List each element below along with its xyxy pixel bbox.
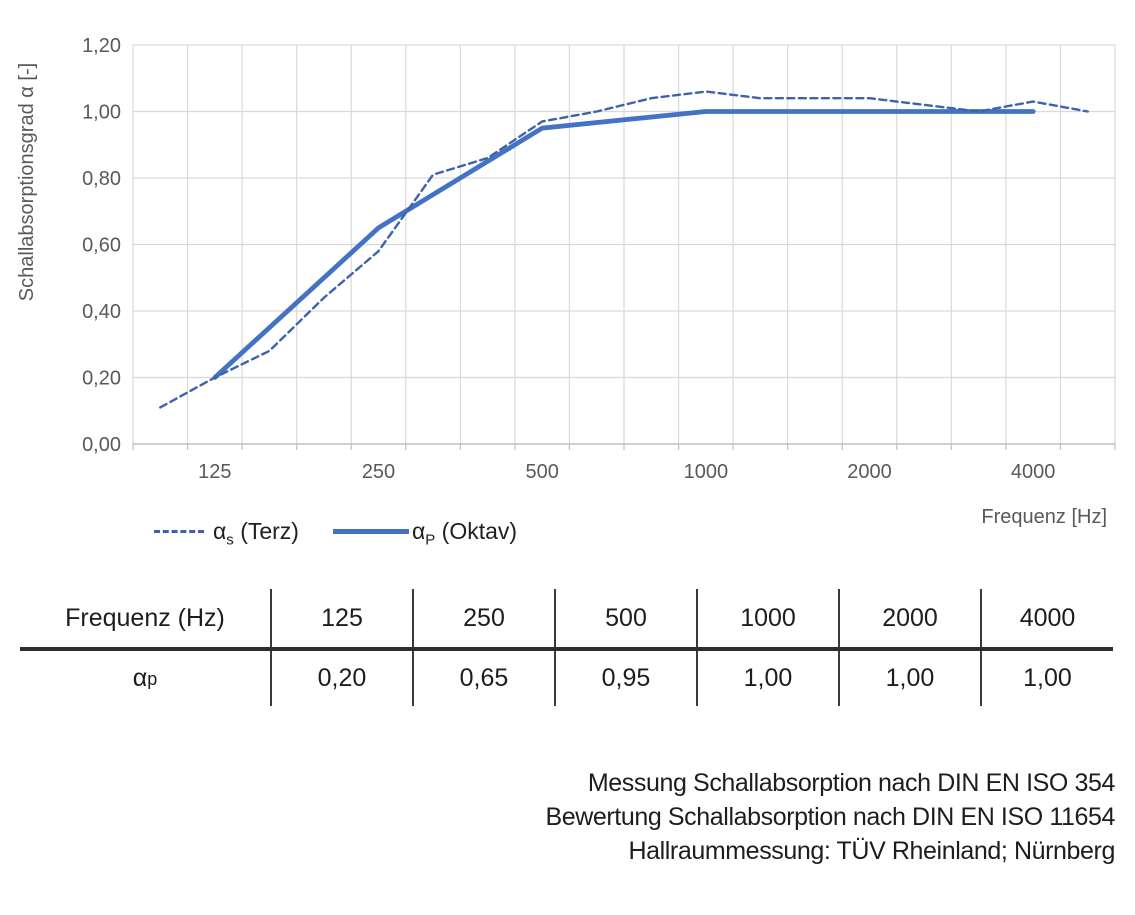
- x-tick-label: 2000: [847, 461, 892, 483]
- x-tick-label: 500: [525, 461, 558, 483]
- table-header-row: Frequenz (Hz) 125 250 500 1000 2000 4000: [20, 589, 1113, 651]
- legend-label-terz: αs (Terz): [213, 517, 299, 549]
- dashed-line-swatch-icon: [154, 529, 204, 533]
- table-header-4000: 4000: [980, 589, 1113, 647]
- note-line-3: Hallraummessung: TÜV Rheinland; Nürnberg: [628, 837, 1115, 865]
- table-header-2000: 2000: [838, 589, 980, 647]
- y-tick-label: 0,80: [82, 168, 121, 190]
- y-tick-label: 0,60: [82, 235, 121, 257]
- table-value-500: 0,95: [554, 651, 696, 706]
- chart-legend: αs (Terz) αP (Oktav): [154, 516, 518, 549]
- x-tick-label: 125: [198, 461, 231, 483]
- y-tick-label: 0,20: [82, 368, 121, 390]
- table-value-250: 0,65: [412, 651, 554, 706]
- series-line-terz: [159, 90, 1089, 409]
- x-tick-label: 250: [362, 461, 395, 483]
- legend-entry-terz: αs (Terz): [154, 517, 299, 549]
- table-header-250: 250: [412, 589, 554, 647]
- x-tick-label: 4000: [1011, 461, 1056, 483]
- absorption-line-chart: 0,00 0,20 0,40 0,60 0,80 1,00 1,20 125 250 500 100…: [82, 35, 1116, 483]
- y-tick-label: 1,00: [82, 102, 121, 124]
- y-axis-title: Schallabsorptionsgrad α [-]: [16, 62, 38, 302]
- table-header-frequency: Frequenz (Hz): [65, 603, 225, 632]
- note-line-2: Bewertung Schallabsorption nach DIN EN I…: [545, 803, 1115, 831]
- measurement-notes: Messung Schallabsorption nach DIN EN ISO…: [545, 766, 1115, 868]
- absorption-table: Frequenz (Hz) 125 250 500 1000 2000 4000…: [20, 589, 1113, 706]
- y-tick-label: 0,00: [82, 434, 121, 456]
- legend-label-oktav: αP (Oktav): [411, 517, 518, 549]
- table-header-1000: 1000: [696, 589, 838, 647]
- series-line-oktav: [212, 109, 1036, 380]
- table-value-2000: 1,00: [838, 651, 980, 706]
- legend-entry-oktav: αP (Oktav): [332, 517, 518, 549]
- x-axis-title: Frequenz [Hz]: [981, 506, 1107, 528]
- table-value-4000: 1,00: [980, 651, 1113, 706]
- x-tick-label: 1000: [684, 461, 729, 483]
- solid-line-swatch-icon: [332, 528, 409, 534]
- note-line-1: Messung Schallabsorption nach DIN EN ISO…: [587, 769, 1116, 797]
- table-header-125: 125: [270, 589, 412, 647]
- table-value-1000: 1,00: [696, 651, 838, 706]
- y-tick-label: 1,20: [82, 35, 121, 57]
- table-header-500: 500: [554, 589, 696, 647]
- table-value-125: 0,20: [270, 651, 412, 706]
- y-tick-label: 0,40: [82, 301, 121, 323]
